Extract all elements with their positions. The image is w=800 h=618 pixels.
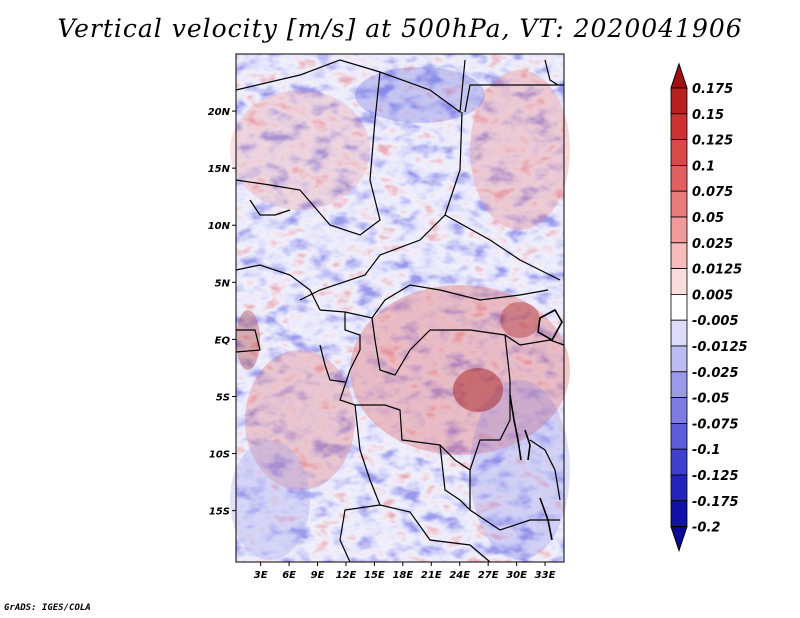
- colorbar-label: 0.0125: [692, 263, 742, 278]
- colorbar-bottom-arrow: [670, 526, 688, 553]
- colorbar-label: -0.175: [692, 495, 739, 510]
- lon-tick-label: 27E: [478, 570, 499, 581]
- colorbar-swatch: [670, 113, 688, 141]
- colorbar: 0.175 0.15 0.125 0.1 0.075 0.05 0.025 0.0125 0.0…: [670, 62, 748, 553]
- colorbar-label: -0.005: [692, 314, 739, 329]
- colorbar-swatch: [670, 371, 688, 398]
- lat-tick-label: 10S: [209, 450, 230, 461]
- colorbar-top-arrow: [670, 62, 688, 89]
- colorbar-label: 0.025: [692, 237, 733, 252]
- colorbar-label: 0.175: [692, 82, 733, 97]
- colorbar-swatch: [670, 87, 688, 115]
- colorbar-label: 0.125: [692, 134, 733, 149]
- colorbar-swatch: [670, 319, 688, 347]
- lon-tick-label: 33E: [535, 570, 556, 581]
- colorbar-swatch: [670, 397, 688, 424]
- colorbar-swatch: [670, 422, 688, 450]
- colorbar-swatch: [670, 448, 688, 476]
- lat-tick-label: 15N: [208, 164, 231, 175]
- colorbar-label: -0.025: [692, 366, 739, 381]
- lon-tick-label: 21E: [421, 570, 442, 581]
- lat-tick-label: 15S: [209, 507, 230, 518]
- lon-tick-label: 24E: [449, 570, 470, 581]
- lon-tick-label: 9E: [311, 570, 325, 581]
- map-panel: [230, 53, 570, 563]
- colorbar-swatch: [670, 216, 688, 244]
- colorbar-swatch: [670, 164, 688, 192]
- colorbar-label: 0.075: [692, 185, 733, 200]
- colorbar-swatch: [670, 190, 688, 218]
- colorbar-label: 0.005: [692, 288, 733, 303]
- lon-tick-label: 6E: [282, 570, 296, 581]
- colorbar-label: -0.1: [692, 443, 720, 458]
- lon-tick-label: 18E: [392, 570, 413, 581]
- colorbar-swatch: [670, 474, 688, 502]
- colorbar-label: 0.1: [692, 159, 715, 174]
- lon-tick-label: 3E: [254, 570, 268, 581]
- latitude-axis: 20N 15N 10N 5N EQ 5S 10S 15S: [208, 107, 236, 518]
- colorbar-label: 0.05: [692, 211, 724, 226]
- colorbar-label: -0.0125: [692, 340, 748, 355]
- colorbar-label: -0.05: [692, 392, 729, 407]
- colorbar-label: -0.2: [692, 521, 720, 536]
- longitude-axis: 3E 6E 9E 12E 15E 18E 21E 24E 27E 30E 33E: [254, 562, 556, 581]
- colorbar-label: -0.125: [692, 469, 739, 484]
- colorbar-swatch: [670, 242, 688, 270]
- lat-tick-label: EQ: [215, 335, 231, 346]
- colorbar-swatch: [670, 139, 688, 166]
- colorbar-swatch: [670, 268, 688, 295]
- colorbar-swatch: [670, 293, 688, 321]
- lat-tick-label: 10N: [208, 221, 231, 232]
- lon-tick-label: 15E: [364, 570, 385, 581]
- lon-tick-label: 30E: [506, 570, 527, 581]
- map-title: Vertical velocity [m/s] at 500hPa, VT: 2…: [57, 14, 743, 43]
- colorbar-label: -0.075: [692, 417, 739, 432]
- colorbar-swatch: [670, 500, 688, 527]
- credit-label: GrADS: IGES/COLA: [4, 603, 91, 613]
- colorbar-swatch: [670, 345, 688, 373]
- lon-tick-label: 12E: [336, 570, 357, 581]
- colorbar-label: 0.15: [692, 108, 724, 123]
- lat-tick-label: 5N: [215, 278, 231, 289]
- lat-tick-label: 5S: [216, 392, 230, 403]
- lake-outlines: [509, 308, 563, 541]
- lat-tick-label: 20N: [208, 107, 231, 118]
